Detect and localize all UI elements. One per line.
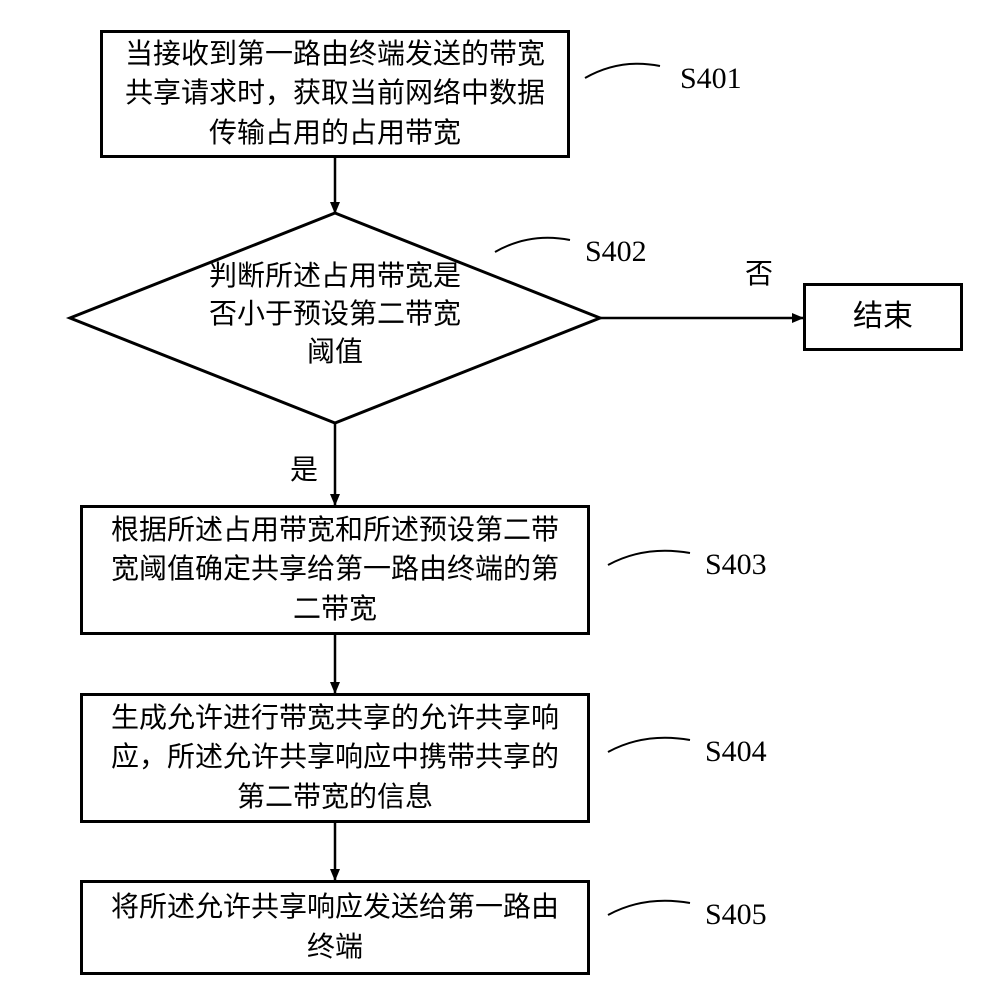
terminal-end: 结束 [803, 283, 963, 351]
edge-label-yes: 是 [290, 448, 318, 488]
label-curve-s401 [585, 64, 660, 78]
edge-label-no: 否 [745, 252, 773, 292]
step-label-s402: S402 [585, 235, 647, 269]
decision-s402-text: 判断所述占用带宽是否小于预设第二带宽阈值 [209, 261, 461, 368]
label-curve-s403 [608, 551, 690, 565]
step-label-s401: S401 [680, 62, 742, 96]
process-s403-text: 根据所述占用带宽和所述预设第二带宽阈值确定共享给第一路由终端的第二带宽 [101, 511, 569, 629]
process-s404-text: 生成允许进行带宽共享的允许共享响应，所述允许共享响应中携带共享的第二带宽的信息 [101, 699, 569, 817]
decision-s402-text-container: 判断所述占用带宽是否小于预设第二带宽阈值 [205, 258, 465, 371]
process-s401-text: 当接收到第一路由终端发送的带宽共享请求时，获取当前网络中数据传输占用的占用带宽 [121, 35, 549, 153]
step-label-s404: S404 [705, 735, 767, 769]
process-s404: 生成允许进行带宽共享的允许共享响应，所述允许共享响应中携带共享的第二带宽的信息 [80, 693, 590, 823]
label-curve-s404 [608, 738, 690, 752]
label-curve-s402 [495, 238, 570, 252]
step-label-s405: S405 [705, 898, 767, 932]
step-label-s403: S403 [705, 548, 767, 582]
process-s401: 当接收到第一路由终端发送的带宽共享请求时，获取当前网络中数据传输占用的占用带宽 [100, 30, 570, 158]
process-s405: 将所述允许共享响应发送给第一路由终端 [80, 880, 590, 975]
process-s403: 根据所述占用带宽和所述预设第二带宽阈值确定共享给第一路由终端的第二带宽 [80, 505, 590, 635]
process-s405-text: 将所述允许共享响应发送给第一路由终端 [101, 888, 569, 966]
terminal-end-text: 结束 [853, 296, 913, 338]
label-curve-s405 [608, 901, 690, 915]
